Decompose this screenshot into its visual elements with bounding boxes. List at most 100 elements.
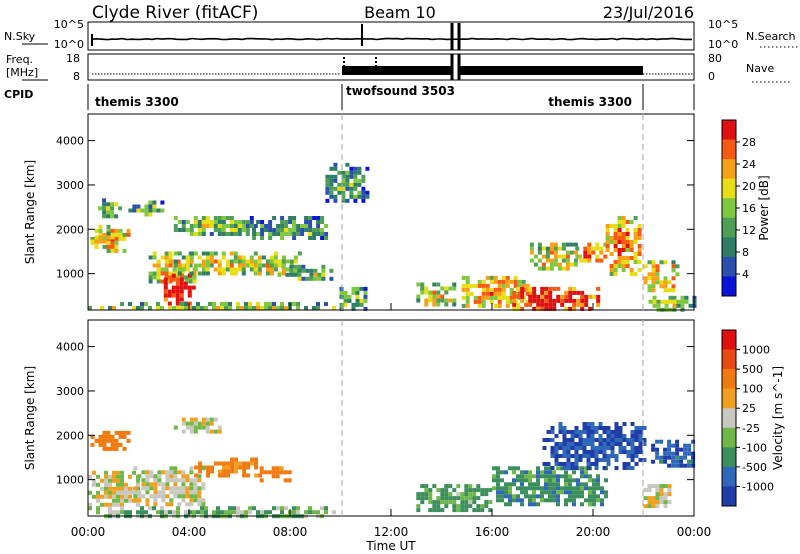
power-echo-cell <box>209 263 214 268</box>
power-echo-cell <box>272 216 277 220</box>
power-echo-cell <box>112 306 116 310</box>
velocity-echo-cell <box>452 496 457 501</box>
power-echo-cell <box>225 259 230 264</box>
velocity-echo-cell <box>504 482 508 487</box>
power-echo-cell <box>545 266 550 271</box>
power-echo-cell <box>325 178 330 183</box>
power-echo-cell <box>629 256 634 260</box>
power-colorbar-label: Power [dB] <box>757 175 771 240</box>
power-echo-cell <box>193 251 198 256</box>
power-echo-cell <box>184 306 188 310</box>
power-echo-cell <box>637 236 642 240</box>
velocity-echo-cell <box>484 488 489 493</box>
velocity-echo-cell <box>284 506 288 511</box>
velocity-echo-cell <box>242 461 247 466</box>
velocity-echo-cell <box>663 496 668 501</box>
velocity-echo-cell <box>194 473 199 478</box>
velocity-echo-cell <box>104 486 108 491</box>
power-echo-cell <box>201 228 206 232</box>
velocity-echo-cell <box>600 502 604 507</box>
power-echo-cell <box>633 228 638 232</box>
nave-label: Nave <box>746 62 774 75</box>
power-echo-cell <box>613 228 618 232</box>
velocity-echo-cell <box>651 443 656 448</box>
y-tick-label: 1000 <box>56 268 84 281</box>
power-echo-cell <box>493 287 498 292</box>
velocity-echo-cell <box>642 438 647 442</box>
power-echo-cell <box>237 255 242 260</box>
power-echo-cell <box>90 239 95 244</box>
power-echo-cell <box>106 214 111 219</box>
power-echo-cell <box>297 268 302 273</box>
power-echo-cell <box>544 286 549 291</box>
velocity-echo-cell <box>614 426 619 430</box>
power-echo-cell <box>229 259 234 264</box>
velocity-echo-cell <box>242 465 247 470</box>
power-echo-cell <box>617 236 622 240</box>
velocity-echo-cell <box>564 478 568 483</box>
velocity-echo-cell <box>614 458 619 462</box>
velocity-echo-cell <box>520 490 524 495</box>
velocity-echo-cell <box>584 486 588 491</box>
power-echo-cell <box>269 259 274 264</box>
power-echo-cell <box>436 298 441 303</box>
power-echo-cell <box>541 266 546 271</box>
power-echo-cell <box>187 301 192 306</box>
velocity-echo-cell <box>622 438 627 442</box>
velocity-echo-cell <box>104 494 108 499</box>
power-echo-cell <box>512 298 517 303</box>
power-echo-cell <box>359 302 364 307</box>
velocity-echo-cell <box>279 470 284 475</box>
velocity-echo-cell <box>602 466 607 470</box>
power-echo-cell <box>249 220 254 224</box>
power-echo-cell <box>561 258 566 263</box>
velocity-echo-cell <box>312 510 316 515</box>
power-echo-cell <box>240 306 244 310</box>
velocity-echo-cell <box>492 466 496 471</box>
velocity-echo-cell <box>512 466 516 471</box>
power-echo-cell <box>359 298 364 303</box>
power-echo-cell <box>613 272 618 276</box>
power-echo-cell <box>114 202 119 207</box>
power-echo-cell <box>596 294 601 299</box>
velocity-echo-cell <box>197 425 202 430</box>
velocity-echo-cell <box>124 494 128 499</box>
power-echo-cell <box>576 290 581 295</box>
power-echo-cell <box>173 259 178 264</box>
power-echo-cell <box>676 299 681 304</box>
power-echo-cell <box>106 244 111 249</box>
power-echo-cell <box>171 285 176 290</box>
power-echo-cell <box>110 240 115 245</box>
velocity-echo-cell <box>572 494 576 499</box>
velocity-echo-cell <box>556 466 560 471</box>
power-echo-cell <box>577 254 582 259</box>
velocity-echo-cell <box>156 510 160 515</box>
power-echo-cell <box>564 294 569 299</box>
power-echo-cell <box>181 267 186 272</box>
power-echo-cell <box>489 279 494 284</box>
power-echo-cell <box>288 232 293 236</box>
velocity-echo-cell <box>120 482 124 487</box>
velocity-echo-cell <box>100 486 104 491</box>
power-echo-cell <box>556 286 561 291</box>
velocity-echo-cell <box>456 496 461 501</box>
velocity-echo-cell <box>188 510 192 515</box>
velocity-echo-cell <box>651 484 656 489</box>
velocity-echo-cell <box>655 492 660 497</box>
power-echo-cell <box>304 220 309 224</box>
power-echo-cell <box>90 236 95 241</box>
velocity-echo-cell <box>566 454 571 458</box>
power-echo-cell <box>341 194 346 199</box>
velocity-echo-cell <box>205 421 210 426</box>
power-echo-cell <box>541 246 546 251</box>
power-echo-cell <box>341 190 346 195</box>
power-echo-cell <box>260 232 265 236</box>
velocity-echo-cell <box>264 510 268 515</box>
power-echo-cell <box>304 306 308 310</box>
power-echo-cell <box>193 216 198 220</box>
velocity-echo-cell <box>544 498 548 503</box>
power-echo-cell <box>599 250 604 255</box>
power-echo-cell <box>173 216 178 220</box>
velocity-echo-cell <box>201 482 206 487</box>
power-echo-cell <box>625 220 630 224</box>
